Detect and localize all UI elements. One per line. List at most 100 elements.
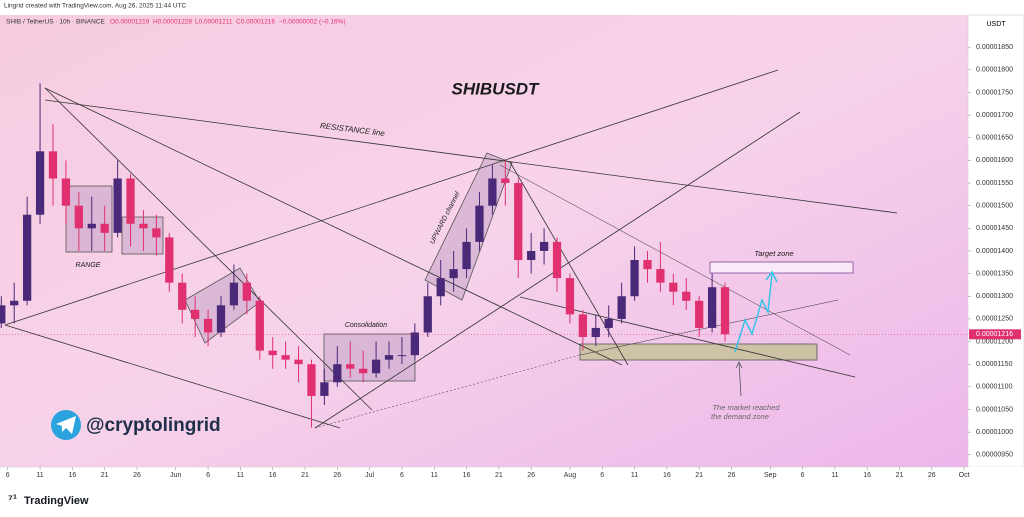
y-tick-label: 0.00001550 [976, 180, 1013, 187]
telegram-plane [56, 416, 76, 434]
candle-body [695, 300, 704, 328]
trend-line [4, 69, 779, 326]
x-tick-label: 16 [663, 472, 671, 479]
x-tick-label: 11 [237, 472, 244, 479]
candle-body [139, 223, 148, 229]
annotation: RANGE [76, 262, 101, 269]
x-tick-label: 11 [631, 472, 638, 479]
candle-body [0, 305, 6, 324]
candle-body [707, 287, 717, 328]
candle-body [436, 278, 445, 297]
x-tick-label: 16 [863, 472, 871, 479]
y-tick-label: 0.00001050 [976, 406, 1013, 413]
candle-body [178, 282, 187, 310]
candle-body [10, 300, 19, 306]
y-tick-label: 0.00001200 [976, 338, 1013, 345]
candle-body [539, 241, 549, 251]
annotation: The market reached [712, 403, 780, 412]
y-tick-label: 0.00001300 [976, 293, 1013, 300]
resistance-line [44, 99, 898, 214]
y-tick-label: 0.00001400 [976, 248, 1013, 255]
x-tick-label: Sep [764, 472, 777, 479]
candle-body [591, 327, 600, 338]
y-tick-label: 0.00001450 [976, 225, 1013, 232]
trend-line [4, 324, 341, 429]
trend-line [44, 87, 623, 366]
x-tick-label: 26 [728, 472, 736, 479]
candle-body [242, 282, 251, 301]
x-tick-label: Jun [170, 472, 181, 479]
ohlc-high: H0.00001228 [153, 19, 192, 26]
candle-body [397, 355, 407, 357]
x-tick-label: Jul [365, 472, 374, 479]
x-tick-label: 16 [269, 472, 277, 479]
candle-body [216, 305, 226, 333]
candle-body [320, 382, 329, 396]
target-zone [709, 261, 854, 274]
candle-body [255, 300, 264, 351]
x-tick-label: 11 [431, 472, 438, 479]
annotation: Consolidation [345, 322, 388, 329]
x-tick-label: Aug [564, 472, 577, 479]
candle-body [48, 151, 58, 179]
candle-body [35, 151, 45, 215]
candle-body [87, 223, 96, 229]
x-tick-label: 21 [896, 472, 904, 479]
y-tick-label: 0.00001600 [976, 157, 1013, 164]
x-tick-label: 6 [600, 472, 604, 479]
candle-body [682, 291, 691, 301]
x-tick-label: 11 [831, 472, 838, 479]
candle-body [578, 314, 588, 338]
pointer-arrow-head [735, 361, 743, 369]
y-tick-label: 0.00001650 [976, 135, 1013, 142]
trend-line [499, 164, 851, 356]
y-tick-label: 0.00001500 [976, 203, 1013, 210]
candle-body [371, 359, 381, 374]
x-tick-label: 6 [6, 472, 10, 479]
candle-body [630, 260, 639, 297]
candle-body [346, 364, 355, 369]
candle-body [475, 205, 484, 242]
candle-body [656, 269, 665, 283]
y-tick-label: 0.00001000 [976, 429, 1013, 436]
last-price-label: 0.00001216 [976, 331, 1013, 338]
price-axis [967, 14, 1024, 468]
x-tick-label: 21 [101, 472, 109, 479]
candle-body [488, 178, 497, 206]
candle-body [669, 282, 678, 292]
candle-body [462, 241, 471, 270]
trend-line [44, 87, 373, 411]
candle-body [384, 355, 394, 360]
dotted-line [314, 354, 581, 429]
candle-body [23, 214, 32, 301]
candle-body [126, 178, 135, 224]
candle-body [191, 309, 200, 319]
y-tick-label: 0.00001750 [976, 89, 1013, 96]
annotation: Target zone [754, 249, 793, 258]
candle-body [643, 260, 652, 270]
x-tick-label: 6 [206, 472, 210, 479]
ohlc-low: L0.00001211 [195, 19, 233, 26]
y-tick-label: 0.00001800 [976, 67, 1013, 74]
candle-body [100, 223, 109, 233]
candle-body [565, 278, 575, 315]
currency: USDT [986, 21, 1006, 28]
x-tick-label: 11 [36, 472, 43, 479]
x-tick-label: 21 [695, 472, 703, 479]
brand: TradingView [24, 495, 89, 507]
x-tick-label: 26 [133, 472, 141, 479]
y-tick-label: 0.00001100 [976, 384, 1013, 391]
candle-body [514, 183, 523, 261]
ohlc-open: O0.00001219 [110, 19, 150, 26]
candle-body [617, 296, 626, 319]
candle-body [229, 282, 239, 306]
candle-body [333, 364, 342, 383]
x-tick-label: 16 [68, 472, 76, 479]
candle-body [74, 205, 83, 229]
pointer-arrow [738, 361, 742, 397]
chart-title: SHIBUSDT [452, 79, 541, 98]
candle-body [281, 355, 290, 360]
created-by: Lingrid created with TradingView.com, Au… [4, 3, 187, 10]
candle-body [268, 350, 277, 356]
y-tick-label: 0.00001700 [976, 112, 1013, 119]
